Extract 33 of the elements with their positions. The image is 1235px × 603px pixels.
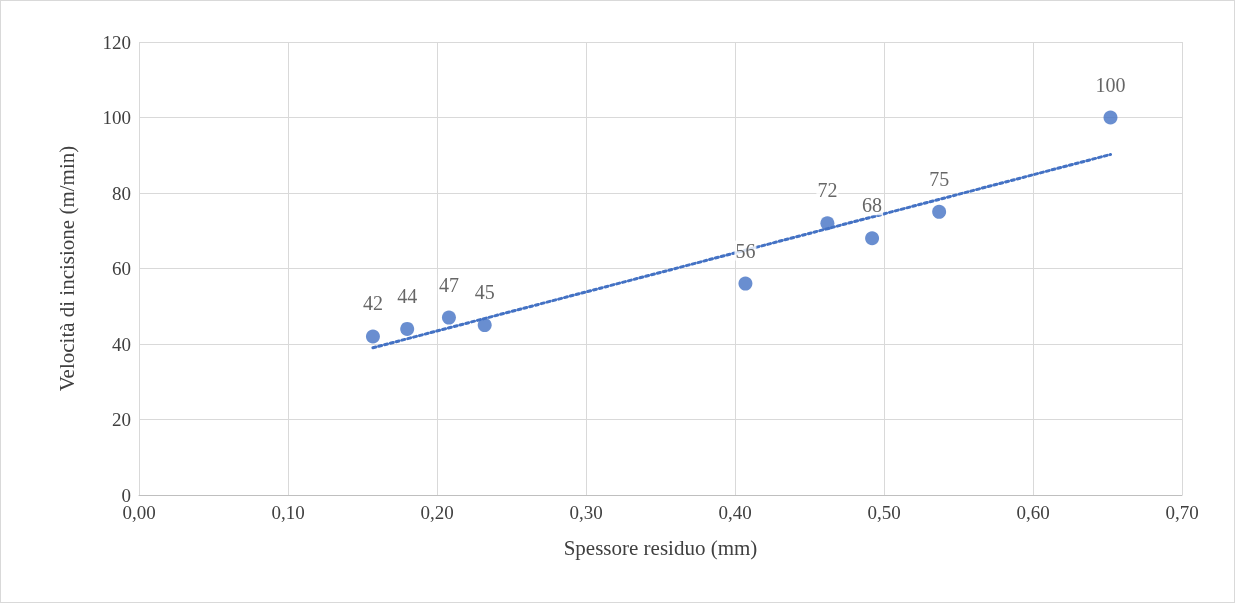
point — [400, 321, 415, 336]
data-label: 47 — [438, 273, 459, 296]
point — [1103, 110, 1118, 125]
data-label: 42 — [362, 292, 383, 315]
x-tick-label: 0,40 — [718, 502, 752, 523]
y-tick-label: 120 — [102, 31, 131, 53]
x-tick-label: 0,70 — [1165, 502, 1199, 523]
x-tick-label: 0,30 — [569, 502, 603, 523]
y-tick-label: 80 — [112, 182, 131, 204]
x-tick-label: 0,20 — [420, 502, 454, 523]
data-label: 56 — [735, 239, 756, 262]
data-label: 44 — [397, 284, 418, 307]
point — [932, 204, 947, 219]
point — [865, 231, 880, 246]
point — [365, 329, 380, 344]
point — [441, 310, 456, 325]
point — [820, 216, 835, 231]
x-axis-title: Spessore residuo (mm) — [563, 535, 758, 560]
data-label: 72 — [817, 179, 838, 202]
y-axis-title: Velocità di incisione (m/min) — [54, 145, 79, 392]
y-tick-label: 20 — [112, 409, 131, 430]
x-tick-label: 0,10 — [271, 502, 305, 523]
y-tick-label: 40 — [112, 333, 131, 355]
point — [477, 318, 492, 333]
data-label: 100 — [1095, 73, 1126, 96]
y-tick-label: 100 — [102, 107, 131, 128]
x-tick-label: 0,50 — [867, 502, 901, 523]
y-tick-label: 60 — [112, 258, 131, 279]
data-label: 45 — [474, 281, 495, 304]
x-tick-label: 0,60 — [1016, 502, 1050, 523]
point — [738, 276, 753, 291]
data-label: 75 — [929, 167, 950, 190]
data-label: 68 — [862, 194, 883, 217]
